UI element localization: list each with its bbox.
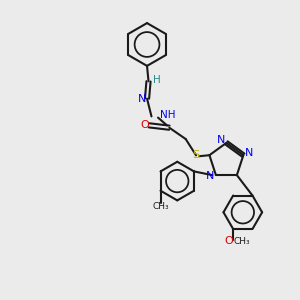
Text: N: N — [244, 148, 253, 158]
Text: O: O — [224, 236, 233, 247]
Text: CH₃: CH₃ — [233, 237, 250, 246]
Text: N: N — [206, 171, 215, 181]
Text: NH: NH — [160, 110, 175, 120]
Text: O: O — [140, 120, 149, 130]
Text: H: H — [153, 75, 161, 85]
Text: N: N — [217, 136, 225, 146]
Text: N: N — [137, 94, 146, 104]
Text: CH₃: CH₃ — [152, 202, 169, 211]
Text: S: S — [193, 150, 200, 160]
